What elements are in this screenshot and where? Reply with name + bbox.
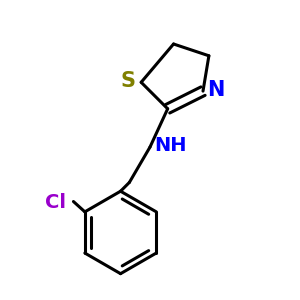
Text: S: S — [120, 71, 135, 91]
Text: Cl: Cl — [45, 194, 66, 212]
Text: NH: NH — [154, 136, 187, 155]
Text: N: N — [207, 80, 224, 100]
